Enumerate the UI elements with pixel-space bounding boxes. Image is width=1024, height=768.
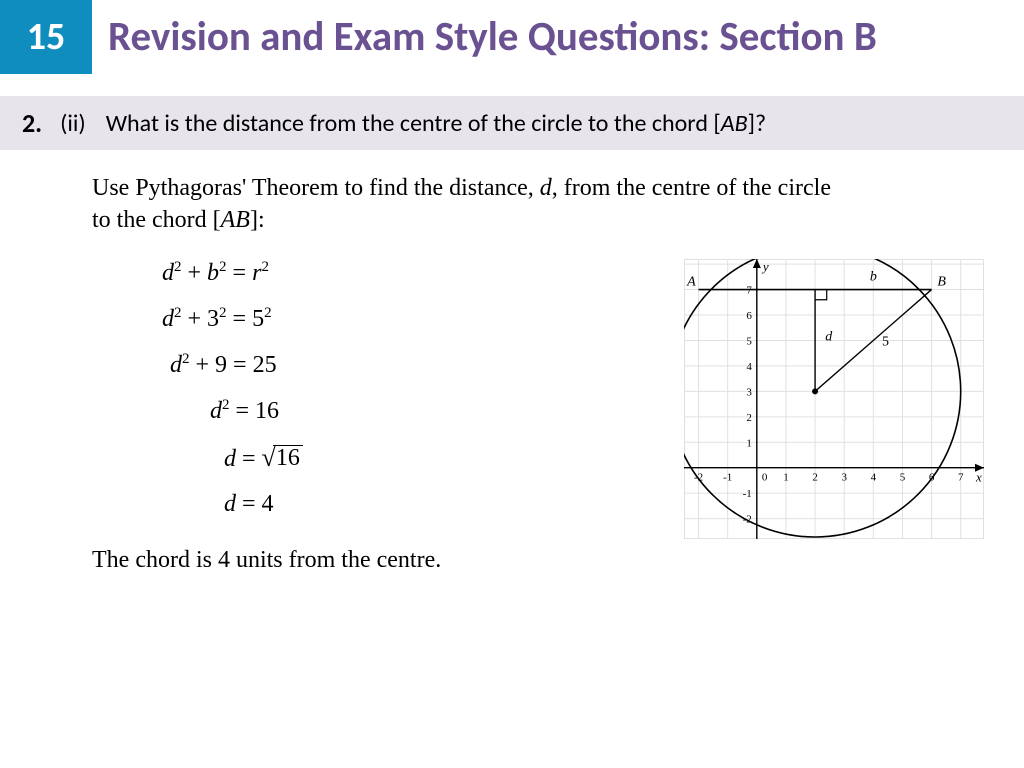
- question-part: (ii): [60, 109, 86, 138]
- diagram-svg: -2-11234567-2-112345670xyABbd5: [684, 259, 984, 539]
- equation-line-5: d = √16: [162, 443, 684, 473]
- svg-text:3: 3: [746, 386, 752, 398]
- svg-text:b: b: [870, 269, 877, 284]
- svg-text:6: 6: [746, 310, 752, 322]
- svg-text:d: d: [825, 329, 833, 344]
- content-area: Use Pythagoras' Theorem to find the dist…: [0, 150, 1024, 574]
- equation-line-1: d2 + b2 = r2: [162, 259, 684, 287]
- slide-header: 15 Revision and Exam Style Questions: Se…: [0, 0, 1024, 74]
- svg-text:B: B: [937, 275, 946, 290]
- conclusion-text: The chord is 4 units from the centre.: [92, 547, 974, 574]
- svg-text:7: 7: [958, 472, 964, 484]
- svg-text:A: A: [686, 275, 696, 290]
- equation-line-4: d2 = 16: [162, 397, 684, 425]
- svg-text:3: 3: [841, 472, 847, 484]
- chapter-number-box: 15: [0, 0, 92, 74]
- question-number: 2.: [22, 107, 42, 139]
- page-title: Revision and Exam Style Questions: Secti…: [108, 12, 877, 62]
- svg-text:-1: -1: [723, 472, 732, 484]
- svg-text:2: 2: [812, 472, 818, 484]
- equation-steps: d2 + b2 = r2 d2 + 32 = 52 d2 + 9 = 25 d2…: [92, 259, 684, 539]
- svg-text:4: 4: [871, 472, 877, 484]
- question-text: What is the distance from the centre of …: [106, 109, 766, 138]
- solution-intro: Use Pythagoras' Theorem to find the dist…: [92, 172, 974, 237]
- equation-line-3: d2 + 9 = 25: [162, 351, 684, 379]
- svg-text:0: 0: [762, 472, 768, 484]
- svg-text:5: 5: [900, 472, 906, 484]
- svg-text:2: 2: [746, 412, 752, 424]
- chapter-number: 15: [27, 14, 66, 60]
- svg-text:4: 4: [746, 361, 752, 373]
- svg-text:x: x: [975, 470, 982, 485]
- main-row: d2 + b2 = r2 d2 + 32 = 52 d2 + 9 = 25 d2…: [92, 259, 974, 539]
- svg-text:y: y: [761, 259, 769, 274]
- equation-line-2: d2 + 32 = 52: [162, 305, 684, 333]
- circle-diagram: -2-11234567-2-112345670xyABbd5: [684, 259, 984, 539]
- question-bar: 2. (ii) What is the distance from the ce…: [0, 96, 1024, 150]
- svg-text:1: 1: [783, 472, 789, 484]
- svg-text:7: 7: [746, 284, 752, 296]
- svg-text:5: 5: [882, 334, 889, 349]
- svg-text:5: 5: [746, 335, 752, 347]
- svg-text:-1: -1: [743, 488, 752, 500]
- equation-line-6: d = 4: [162, 491, 684, 518]
- svg-text:1: 1: [746, 437, 752, 449]
